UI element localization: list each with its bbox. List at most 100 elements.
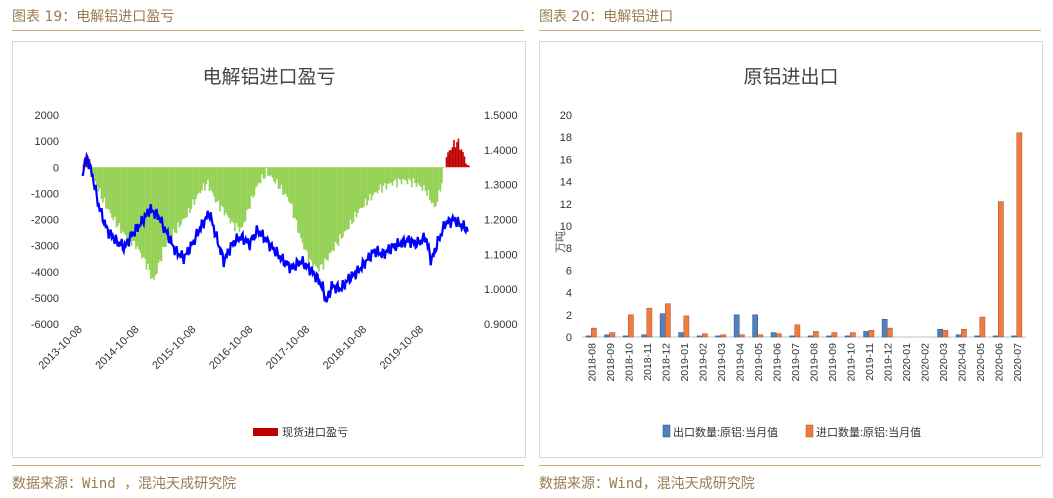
import-profit-bar: [100, 167, 103, 200]
y-tick-label: 6: [566, 265, 572, 277]
import-profit-bar: [283, 167, 286, 194]
y-tick-label: -4000: [31, 267, 59, 279]
chart-title: 原铝进出口: [743, 66, 838, 88]
export-bar: [955, 334, 962, 338]
import-profit-bar: [462, 152, 464, 168]
export-bar: [863, 331, 870, 338]
import-profit-bar: [442, 167, 445, 168]
import-profit-bar: [174, 167, 176, 233]
import-profit-bar: [448, 150, 451, 168]
import-profit-bar: [412, 167, 415, 179]
import-profit-bar: [372, 167, 374, 196]
import-profit-bar: [322, 167, 325, 270]
import-profit-bar: [249, 167, 251, 209]
import-profit-bar: [405, 167, 407, 181]
import-profit-bar: [390, 167, 392, 183]
import-profit-bar: [229, 167, 232, 224]
source-note-left: 数据来源：Wind ，混沌天成研究院: [12, 476, 237, 492]
import-profit-bar: [258, 167, 260, 183]
import-profit-bar: [361, 167, 364, 209]
import-bar: [1016, 132, 1023, 338]
import-profit-bar: [178, 167, 181, 228]
import-profit-bar: [166, 167, 169, 241]
import-profit-bar: [465, 163, 467, 168]
y-tick-label: 8: [566, 243, 572, 255]
import-profit-bar: [180, 167, 182, 225]
x-tick-label: 2018-12: [660, 343, 672, 382]
import-profit-bar: [285, 167, 287, 195]
import-profit-bar: [294, 167, 296, 218]
y-tick-label: 4: [566, 288, 572, 300]
import-profit-bar: [253, 167, 256, 196]
import-bar: [776, 333, 782, 338]
import-profit-bar: [297, 167, 299, 233]
import-profit-bar: [400, 167, 403, 185]
import-profit-bar: [127, 167, 130, 239]
import-profit-bar: [211, 167, 214, 193]
export-bar: [752, 314, 759, 338]
import-profit-bar: [355, 167, 358, 218]
import-profit-bar: [403, 167, 406, 180]
legend-label-import: 进口数量:原铝:当月值: [816, 425, 921, 439]
import-profit-bar: [190, 167, 193, 210]
import-profit-bar: [204, 167, 206, 191]
import-profit-bar: [457, 138, 460, 168]
import-profit-bar: [244, 167, 247, 222]
import-profit-bar: [133, 167, 136, 241]
import-profit-bar: [129, 167, 131, 236]
export-bar: [678, 332, 685, 338]
import-profit-bar: [375, 167, 377, 193]
import-profit-bar: [271, 167, 274, 178]
import-profit-bar: [339, 167, 341, 235]
import-profit-bar: [184, 167, 187, 219]
import-profit-bar: [222, 167, 224, 208]
import-profit-bar: [298, 167, 301, 234]
import-profit-bar: [456, 142, 458, 168]
import-bar: [646, 307, 653, 338]
import-profit-bar: [358, 167, 361, 209]
import-profit-bar: [393, 167, 395, 182]
import-profit-bar: [345, 167, 347, 231]
y-tick-label: -6000: [31, 319, 59, 331]
import-profit-bar: [406, 167, 409, 185]
export-bar: [733, 314, 740, 338]
import-profit-bar: [102, 167, 104, 203]
import-profit-bar: [205, 167, 208, 185]
import-bar: [665, 303, 671, 338]
import-profit-bar: [198, 167, 200, 193]
import-profit-bar: [208, 167, 211, 192]
import-profit-bar: [196, 167, 199, 195]
import-profit-bar: [337, 167, 340, 246]
import-profit-bar: [319, 167, 322, 265]
import-profit-bar: [331, 167, 334, 251]
x-tick-label: 2019-07: [790, 343, 802, 382]
import-profit-bar: [181, 167, 184, 220]
import-profit-bar: [307, 167, 310, 264]
import-profit-bar: [435, 167, 437, 207]
import-profit-bar: [264, 167, 266, 179]
import-profit-bar: [418, 167, 421, 186]
import-profit-bar: [142, 167, 145, 258]
import-bar: [813, 331, 819, 338]
x-tick-label: 2019-01: [679, 343, 691, 382]
y-tick-label: 0: [53, 162, 59, 174]
legend-label-export: 出口数量:原铝:当月值: [673, 425, 778, 439]
x-tick-label: 2018-10-08: [321, 324, 369, 372]
import-profit-bar: [280, 167, 283, 185]
import-profit-bar: [114, 167, 116, 217]
import-bar: [683, 315, 690, 338]
import-profit-bar: [288, 167, 290, 202]
import-profit-bar: [306, 167, 308, 251]
export-bar: [789, 335, 796, 338]
import-profit-bar: [340, 167, 343, 239]
import-profit-bar: [159, 167, 161, 261]
import-profit-bar: [460, 149, 463, 168]
import-profit-bar: [453, 139, 455, 168]
import-profit-bar: [247, 167, 250, 209]
import-profit-bar: [354, 167, 356, 212]
import-profit-bar: [421, 167, 424, 191]
import-profit-bar: [454, 147, 457, 168]
import-profit-bar: [436, 167, 439, 203]
import-profit-bar: [118, 167, 121, 224]
import-profit-bar: [343, 167, 346, 232]
